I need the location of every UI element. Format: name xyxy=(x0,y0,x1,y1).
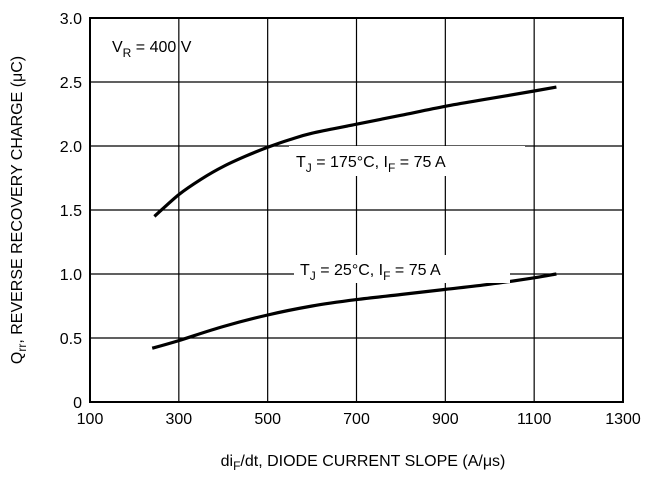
y-tick-label: 1.5 xyxy=(60,203,82,220)
y-tick-label: 0 xyxy=(73,395,82,412)
y-tick-label: 3.0 xyxy=(60,11,82,28)
series-label-background xyxy=(289,146,525,176)
x-tick-label: 900 xyxy=(432,411,459,428)
x-tick-label: 1100 xyxy=(517,411,552,428)
y-tick-label: 2.0 xyxy=(60,139,82,156)
series-label-background xyxy=(294,255,510,283)
x-tick-label: 300 xyxy=(165,411,192,428)
series-line-0 xyxy=(153,85,557,218)
x-tick-label: 700 xyxy=(343,411,370,428)
y-tick-label: 1.0 xyxy=(60,267,82,284)
series-line-1 xyxy=(151,272,557,350)
y-axis-title: Qrr, REVERSE RECOVERY CHARGE (μC) xyxy=(9,56,29,364)
series-label-175c: TJ = 175°C, IF = 75 A xyxy=(296,154,446,175)
y-axis-ticks: 0 0.5 1.0 1.5 2.0 2.5 3.0 xyxy=(60,11,82,412)
vr-annotation: VR = 400 V xyxy=(112,39,192,60)
x-tick-label: 1300 xyxy=(605,411,641,428)
x-axis-title: diF/dt, DIODE CURRENT SLOPE (A/μs) xyxy=(221,453,506,473)
y-tick-label: 2.5 xyxy=(60,75,82,92)
plot-area-frame xyxy=(89,17,624,403)
x-tick-label: 100 xyxy=(77,411,104,428)
x-axis-ticks: 100 300 500 700 900 1100 1300 xyxy=(77,411,641,428)
y-tick-label: 0.5 xyxy=(60,331,82,348)
series-lines xyxy=(151,85,557,350)
x-tick-label: 500 xyxy=(254,411,281,428)
series-label-25c: TJ = 25°C, IF = 75 A xyxy=(300,262,441,283)
